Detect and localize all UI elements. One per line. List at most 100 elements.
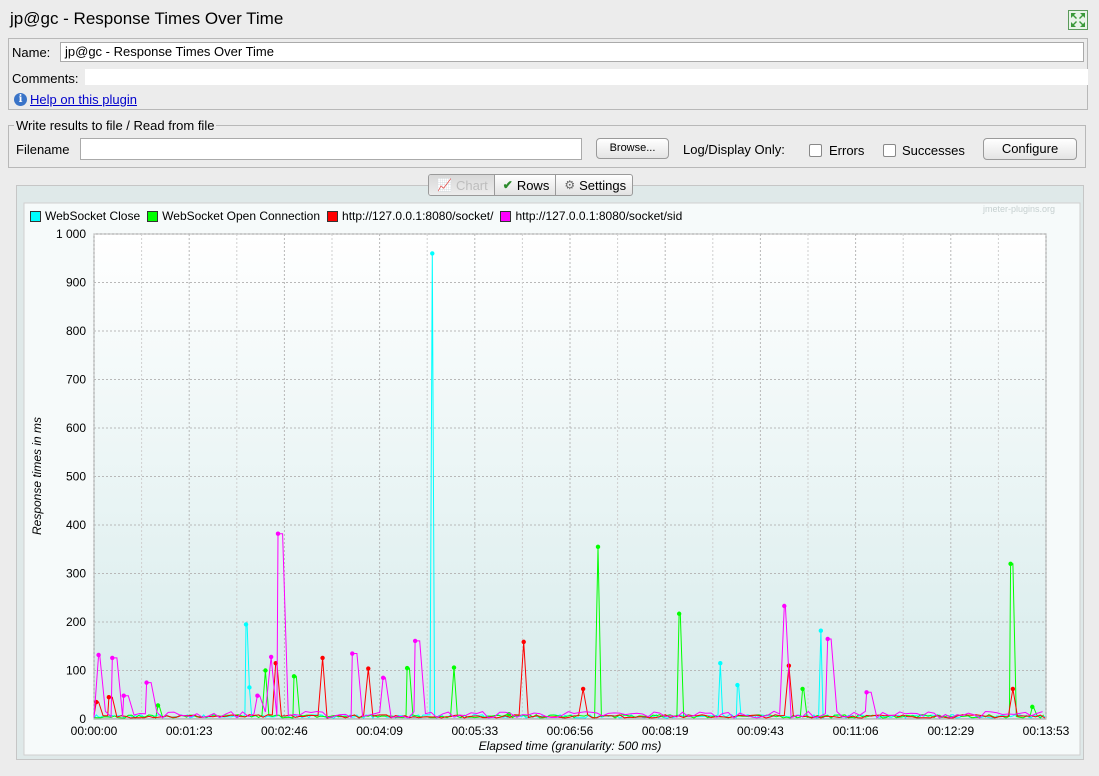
legend-item: http://127.0.0.1:8080/socket/ (327, 209, 493, 223)
y-tick-label: 600 (66, 421, 86, 435)
data-point (1010, 686, 1016, 692)
legend-label: http://127.0.0.1:8080/socket/ (342, 209, 494, 223)
view-tabs: 📈 Chart ✔ Rows ⚙ Settings (428, 174, 634, 196)
data-point (110, 655, 115, 661)
log-display-label: Log/Display Only: (683, 142, 785, 157)
x-tick-label: 00:08:19 (642, 724, 689, 738)
legend-swatch (30, 210, 41, 222)
data-point (350, 651, 355, 656)
data-point (676, 611, 682, 616)
data-point (451, 665, 457, 670)
x-axis-label: Elapsed time (granularity: 500 ms) (479, 739, 662, 753)
data-point (268, 654, 274, 660)
chart-icon: 📈 (437, 178, 452, 192)
legend-item: http://127.0.0.1:8080/socket/sid (500, 209, 682, 223)
data-point (1030, 704, 1035, 710)
tab-settings[interactable]: ⚙ Settings (556, 175, 632, 195)
name-label: Name: (12, 45, 51, 60)
legend-item: WebSocket Open Connection (147, 209, 320, 223)
x-tick-label: 00:11:06 (833, 724, 879, 738)
info-icon: i (14, 93, 27, 106)
data-point (121, 693, 126, 698)
data-point (521, 639, 526, 645)
name-panel: Name: jp@gc - Response Times Over Time C… (8, 38, 1088, 110)
tab-settings-label: Settings (579, 177, 627, 193)
data-point (243, 622, 249, 627)
filename-label: Filename (16, 142, 70, 157)
x-tick-label: 00:05:33 (451, 724, 498, 738)
data-point (864, 690, 869, 695)
data-point (430, 251, 435, 256)
x-tick-label: 00:02:46 (261, 724, 308, 738)
data-point (247, 685, 252, 690)
series-line (93, 641, 1046, 719)
gear-icon: ⚙ (564, 178, 576, 192)
window-title: jp@gc - Response Times Over Time (10, 9, 284, 28)
tab-rows-label: Rows (516, 177, 550, 193)
y-tick-label: 800 (66, 324, 86, 338)
data-point (96, 652, 101, 658)
data-point (580, 686, 586, 692)
data-point (263, 668, 268, 673)
y-tick-label: 300 (66, 567, 86, 581)
tab-rows[interactable]: ✔ Rows (495, 175, 557, 195)
data-point (1008, 561, 1013, 566)
errors-label: Errors (829, 143, 865, 158)
tab-chart[interactable]: 📈 Chart (429, 175, 495, 195)
legend-label: http://127.0.0.1:8080/socket/sid (515, 209, 683, 223)
comments-field[interactable] (85, 69, 1088, 85)
file-section (8, 125, 1086, 168)
data-point (144, 680, 149, 685)
legend-label: WebSocket Close (45, 209, 141, 223)
y-tick-label: 400 (66, 518, 86, 532)
y-tick-label: 500 (66, 470, 86, 484)
data-point (718, 661, 723, 666)
data-point (818, 628, 824, 633)
help-link[interactable]: Help on this plugin (30, 92, 137, 107)
data-point (366, 666, 371, 671)
filename-input[interactable] (80, 138, 582, 160)
x-tick-label: 00:09:43 (737, 724, 784, 738)
series-line (93, 546, 1045, 719)
legend-label: WebSocket Open Connection (162, 209, 321, 223)
y-tick-label: 200 (66, 615, 86, 629)
legend-swatch (500, 210, 512, 222)
expand-icon[interactable] (1068, 10, 1088, 30)
help-row: i Help on this plugin (14, 92, 137, 107)
name-input[interactable]: jp@gc - Response Times Over Time (60, 42, 1084, 62)
successes-checkbox[interactable] (883, 144, 896, 157)
y-tick-label: 700 (66, 373, 86, 387)
series-line (93, 533, 1043, 719)
successes-label: Successes (902, 143, 965, 158)
data-point (275, 531, 281, 536)
data-point (800, 686, 805, 692)
x-tick-label: 00:04:09 (356, 724, 403, 738)
file-section-title: Write results to file / Read from file (14, 118, 217, 133)
comments-label: Comments: (12, 71, 79, 86)
chart-legend: WebSocket Close WebSocket Open Connection… (30, 209, 689, 223)
data-point (106, 694, 112, 700)
y-axis-label: Response times in ms (30, 417, 44, 535)
watermark: jmeter-plugins.org (983, 204, 1056, 214)
legend-swatch (147, 210, 159, 222)
data-point (782, 603, 787, 609)
y-tick-label: 1 000 (56, 227, 86, 241)
x-tick-label: 00:00:00 (71, 724, 118, 738)
tab-chart-label: Chart (455, 177, 488, 193)
data-point (412, 638, 418, 644)
y-tick-label: 0 (79, 712, 86, 726)
legend-swatch (327, 210, 339, 222)
errors-checkbox[interactable] (809, 144, 822, 157)
data-point (825, 636, 830, 642)
data-point (291, 674, 297, 679)
x-tick-label: 00:01:23 (166, 724, 213, 738)
y-tick-label: 100 (66, 664, 86, 678)
y-tick-label: 900 (66, 276, 86, 290)
data-point (404, 665, 410, 671)
data-point (155, 703, 161, 708)
browse-button[interactable]: Browse... (596, 138, 669, 159)
x-tick-label: 00:06:56 (547, 724, 594, 738)
data-point (380, 675, 386, 680)
configure-button[interactable]: Configure (983, 138, 1077, 160)
